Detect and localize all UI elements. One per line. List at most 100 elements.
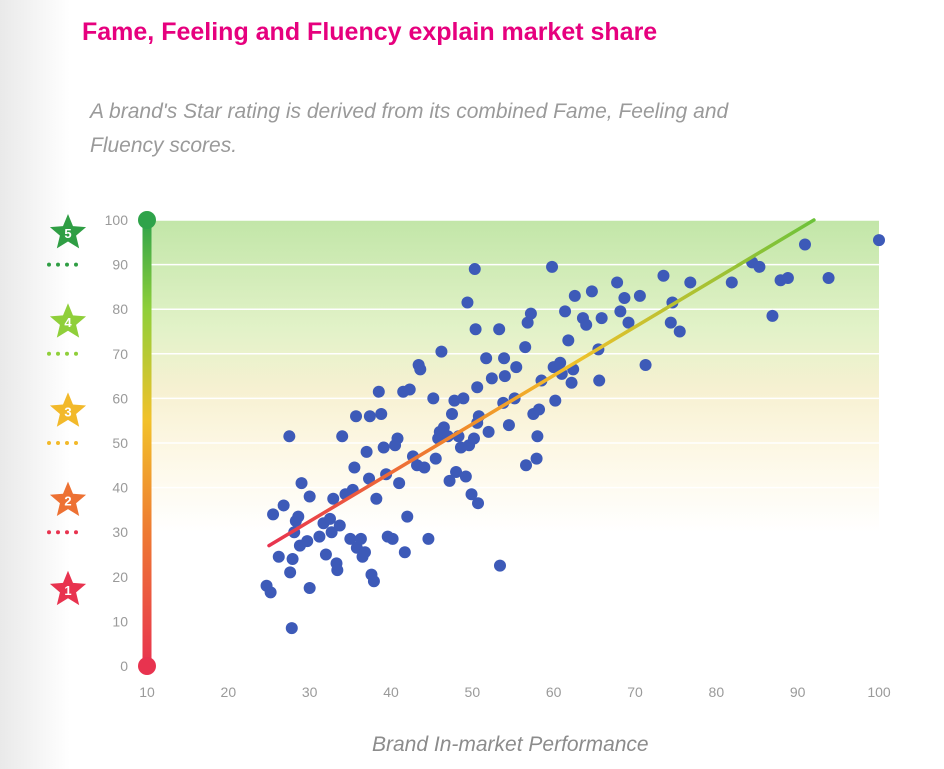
- star-boundary-dot: [56, 262, 60, 267]
- gridlines: [147, 219, 879, 623]
- data-point: [367, 575, 380, 588]
- data-point: [533, 403, 546, 416]
- star-boundary-dot: [56, 530, 60, 535]
- data-point: [295, 477, 308, 490]
- data-point: [377, 441, 390, 454]
- data-point: [333, 519, 346, 532]
- data-point: [725, 276, 738, 289]
- data-point: [386, 532, 399, 545]
- data-point: [595, 312, 608, 325]
- data-point: [331, 564, 344, 577]
- data-point: [398, 546, 411, 559]
- data-point: [510, 361, 523, 374]
- data-point: [285, 622, 298, 635]
- data-point: [562, 334, 575, 347]
- data-point: [664, 316, 677, 329]
- data-point: [375, 408, 388, 421]
- x-axis-ticks: 10 20 30 40 50 60 70 80 90 100: [139, 684, 891, 700]
- x-axis-label: Brand In-market Performance: [372, 733, 649, 756]
- data-point: [391, 432, 404, 445]
- data-point: [348, 461, 361, 474]
- x-tick-label: 20: [221, 684, 237, 700]
- data-point: [822, 271, 835, 284]
- data-point: [450, 465, 463, 478]
- data-point: [344, 532, 357, 545]
- y-tick-label: 80: [112, 301, 128, 317]
- x-tick-label: 100: [867, 684, 891, 700]
- data-point: [459, 470, 472, 483]
- star-boundary-dot: [65, 441, 69, 445]
- y-tick-label: 60: [112, 390, 128, 406]
- star-boundary-dot: [47, 530, 51, 535]
- data-point: [372, 385, 385, 398]
- data-point: [493, 323, 506, 336]
- star-boundary-dot: [47, 441, 51, 445]
- star-boundary-dot: [65, 351, 69, 356]
- y-tick-label: 10: [112, 613, 128, 629]
- star-boundary-dot: [56, 351, 60, 356]
- data-point: [370, 492, 383, 505]
- data-point: [393, 477, 406, 490]
- plot-background: [147, 220, 879, 532]
- y-tick-label: 20: [112, 569, 128, 585]
- data-point: [559, 305, 572, 318]
- star-rating-icon: [49, 214, 87, 249]
- data-point: [319, 548, 332, 561]
- star-boundary-dot: [56, 441, 60, 445]
- x-tick-label: 30: [302, 684, 318, 700]
- data-point: [622, 316, 635, 329]
- data-point: [401, 510, 414, 523]
- data-point: [531, 430, 544, 443]
- star-boundary-dot: [74, 441, 78, 445]
- data-point: [286, 552, 299, 565]
- x-tick-label: 60: [546, 684, 562, 700]
- data-point: [873, 234, 885, 247]
- data-point: [437, 421, 450, 434]
- star-boundary-dot: [65, 530, 69, 535]
- x-tick-label: 50: [465, 684, 481, 700]
- data-point: [461, 296, 474, 309]
- x-tick-label: 80: [709, 684, 725, 700]
- y-tick-label: 70: [112, 346, 128, 362]
- data-point: [336, 430, 349, 443]
- star-boundary-dot: [74, 262, 78, 267]
- star-boundary-dot: [65, 262, 69, 267]
- y-tick-label: 100: [105, 212, 129, 228]
- data-point: [618, 292, 631, 305]
- star-rating-scale: 1 2 3 4 5: [47, 214, 87, 606]
- star-boundary-dot: [47, 351, 51, 356]
- data-point: [520, 459, 533, 472]
- star-boundary-dot: [47, 262, 51, 267]
- x-tick-label: 40: [383, 684, 399, 700]
- star-rating-number: 1: [64, 583, 71, 598]
- x-tick-label: 70: [627, 684, 643, 700]
- y-tick-label: 90: [112, 257, 128, 273]
- data-point: [469, 323, 482, 336]
- y-axis-top-cap: [138, 211, 156, 229]
- star-rating-icon: [49, 392, 87, 427]
- data-point: [480, 352, 493, 365]
- data-point: [350, 410, 363, 423]
- data-point: [493, 559, 506, 572]
- data-point: [284, 566, 297, 579]
- data-point: [303, 581, 316, 594]
- star-boundary-dot: [74, 530, 78, 535]
- data-point: [313, 530, 326, 543]
- y-tick-label: 40: [112, 480, 128, 496]
- x-tick-label: 10: [139, 684, 155, 700]
- data-point: [798, 238, 811, 251]
- chart-title: Fame, Feeling and Fluency explain market…: [82, 18, 658, 46]
- y-axis-ticks: 0 10 20 30 40 50 60 70 80 90 100: [105, 212, 129, 674]
- data-point: [363, 472, 376, 485]
- data-point: [568, 289, 581, 302]
- data-point: [565, 376, 578, 389]
- data-point: [403, 383, 416, 396]
- data-point: [502, 419, 515, 432]
- data-point: [435, 345, 448, 358]
- data-point: [753, 260, 766, 273]
- data-point: [633, 289, 646, 302]
- data-point: [498, 370, 511, 383]
- data-point: [267, 508, 280, 521]
- data-point: [467, 432, 480, 445]
